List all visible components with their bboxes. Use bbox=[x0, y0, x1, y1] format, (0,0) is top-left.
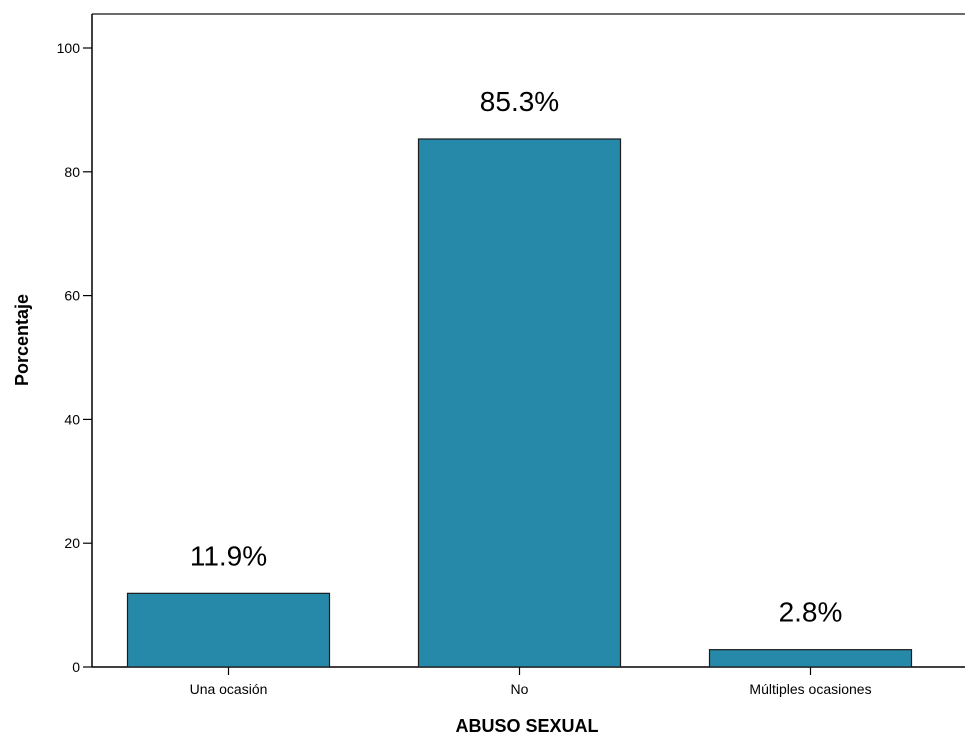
labels: Una ocasión 11.9% No 85.3% Múltiples ocasion… bbox=[190, 86, 872, 697]
y-tick-label: 0 bbox=[72, 659, 80, 675]
y-tick-label: 100 bbox=[57, 40, 81, 56]
y-tick-label: 40 bbox=[64, 411, 80, 427]
data-label: 85.3% bbox=[480, 86, 559, 117]
data-label: 2.8% bbox=[779, 597, 843, 628]
y-tick-label: 20 bbox=[64, 535, 80, 551]
y-tick-label: 80 bbox=[64, 164, 80, 180]
x-tick-label: No bbox=[511, 681, 529, 697]
x-tick-label: Una ocasión bbox=[190, 681, 268, 697]
x-tick-label: Múltiples ocasiones bbox=[749, 681, 871, 697]
x-axis-title: ABUSO SEXUAL bbox=[455, 716, 598, 736]
bar bbox=[126, 592, 331, 668]
bar bbox=[417, 138, 622, 668]
y-tick-label: 60 bbox=[64, 288, 80, 304]
bars bbox=[126, 138, 913, 668]
bar bbox=[708, 649, 913, 668]
y-axis-title: Porcentaje bbox=[12, 294, 32, 386]
data-label: 11.9% bbox=[190, 540, 267, 571]
